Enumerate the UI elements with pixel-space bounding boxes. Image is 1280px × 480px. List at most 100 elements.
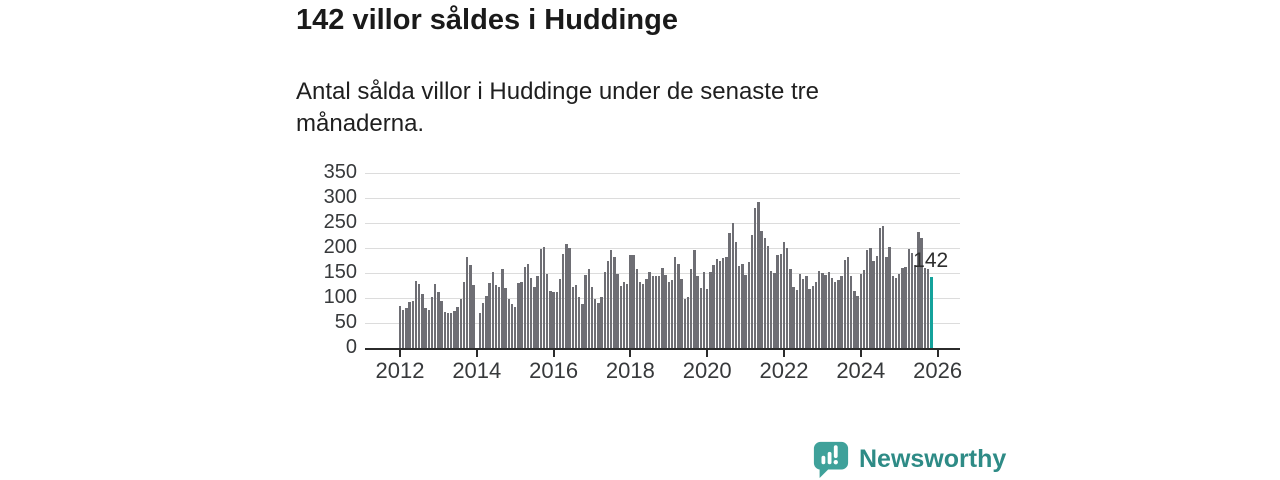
x-axis-tick: [629, 350, 632, 357]
bar: [402, 310, 405, 348]
bar: [510, 304, 514, 348]
bar: [584, 274, 587, 348]
bar: [882, 225, 885, 348]
bar: [869, 248, 872, 348]
x-axis-tick-label: 2014: [452, 358, 502, 383]
bar: [824, 274, 827, 348]
bar: [670, 279, 674, 348]
bar: [542, 247, 546, 348]
y-axis-tick-label: 50: [334, 311, 357, 333]
bar: [555, 291, 558, 348]
bar: [533, 287, 536, 348]
page-subtitle: Antal sålda villor i Huddinge under de s…: [296, 78, 819, 137]
bar: [408, 302, 411, 348]
bar: [565, 243, 568, 348]
bar: [827, 272, 830, 348]
bar: [437, 292, 440, 348]
bar: [626, 284, 629, 348]
x-axis-tick: [552, 350, 555, 357]
bar: [667, 282, 670, 348]
bar: [434, 284, 437, 348]
bar: [597, 302, 600, 348]
bar: [504, 288, 507, 348]
bar: [440, 300, 443, 348]
bar: [600, 296, 603, 348]
bar: [891, 276, 894, 348]
bar: [834, 281, 837, 348]
bar: [802, 279, 805, 348]
bar: [878, 227, 882, 348]
bar: [856, 295, 859, 348]
bar: [850, 276, 853, 348]
gridline: [365, 222, 960, 224]
bar: [728, 232, 731, 348]
bar: [482, 302, 485, 348]
bar: [578, 296, 581, 348]
speech-bubble-bar-chart-icon: [813, 441, 849, 479]
x-axis-tick-label: 2022: [759, 358, 809, 383]
bar: [587, 268, 590, 348]
x-axis-tick: [706, 350, 709, 357]
page-title: 142 villor såldes i Huddinge: [296, 4, 678, 36]
bar: [562, 253, 565, 348]
gridline: [365, 197, 960, 199]
bar: [430, 297, 434, 348]
bar: [811, 285, 814, 348]
bar: [686, 296, 690, 348]
bar: [642, 284, 645, 348]
bar: [680, 279, 683, 348]
bar: [837, 279, 840, 348]
bar: [574, 285, 578, 348]
bar: [914, 264, 917, 348]
bar: [690, 268, 693, 348]
bar: [795, 289, 798, 348]
bar: [424, 307, 427, 348]
bar: [782, 242, 786, 348]
bar: [760, 231, 763, 348]
y-axis-tick-label: 350: [323, 161, 357, 183]
bar: [821, 273, 824, 348]
bar: [859, 273, 862, 348]
bar: [699, 288, 702, 348]
y-axis-tick-label: 0: [345, 336, 357, 358]
bar: [520, 282, 523, 348]
bar: [613, 257, 616, 348]
bar: [421, 294, 424, 348]
highlighted-bar: [929, 277, 933, 348]
x-axis-tick-label: 2012: [375, 358, 425, 383]
bar: [635, 268, 638, 348]
bar: [485, 296, 488, 348]
bar: [443, 311, 446, 348]
x-axis-tick: [475, 350, 478, 357]
bar: [398, 305, 402, 348]
bar: [507, 299, 510, 348]
bar: [907, 248, 910, 348]
bar: [514, 306, 517, 348]
bar: [558, 279, 562, 348]
bar: [763, 238, 766, 348]
x-axis-tick-label: 2016: [529, 358, 579, 383]
bar: [789, 268, 792, 348]
bar: [862, 269, 866, 348]
bar: [677, 263, 680, 348]
y-axis-tick-label: 200: [323, 236, 357, 258]
newsworthy-logo: Newsworthy: [812, 440, 1006, 479]
logo-brand-text: Newsworthy: [859, 445, 1007, 473]
bar: [446, 312, 450, 348]
bar: [875, 255, 878, 348]
bar: [731, 222, 734, 348]
bar: [901, 268, 904, 348]
bar: [898, 274, 901, 348]
bar: [418, 284, 421, 348]
bar: [405, 308, 408, 348]
bar: [706, 289, 709, 348]
bar: [459, 299, 462, 348]
bar: [776, 255, 779, 348]
bar: [754, 208, 757, 348]
bar: [674, 257, 677, 348]
bar-chart: 0 50 100 150 200 250 300 350 2012 2014 2016 2018 202…: [323, 161, 962, 383]
bar: [683, 298, 686, 348]
bar: [427, 310, 430, 348]
bar: [648, 271, 651, 348]
bar: [622, 281, 626, 348]
